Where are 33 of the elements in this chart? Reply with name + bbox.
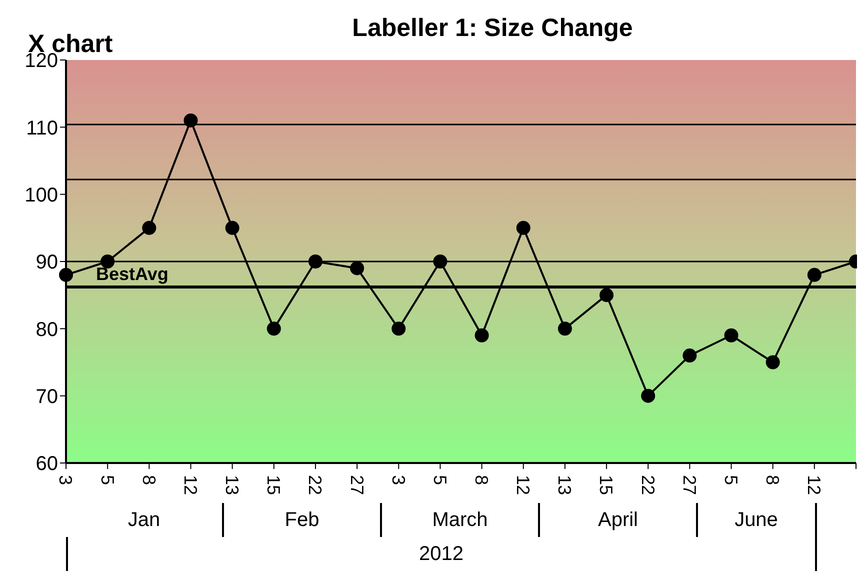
x-tick-label: 5 <box>720 475 741 486</box>
x-tick-label: 12 <box>804 475 824 496</box>
x-tick-label: 15 <box>264 475 284 496</box>
x-tick-label: 12 <box>513 475 534 496</box>
x-tick-label: 27 <box>679 475 700 496</box>
y-tick-label: 90 <box>36 252 58 274</box>
x-tick-label: 8 <box>138 475 159 486</box>
x-tick-label: 12 <box>180 475 200 496</box>
x-tick-label: 8 <box>471 475 492 486</box>
x-tick-label: 5 <box>430 475 450 486</box>
y-tick-label: 60 <box>36 453 58 476</box>
x-tick-label: 5 <box>97 475 118 486</box>
x-tick-label: 22 <box>638 475 658 496</box>
y-tick-label: 110 <box>26 117 58 140</box>
text: 2012 <box>66 537 816 571</box>
x-tick-label: 27 <box>346 475 367 496</box>
y-tick-label: 80 <box>36 318 58 341</box>
text: June <box>698 503 816 537</box>
x-tick-label: 13 <box>222 475 242 496</box>
x-tick-label: 13 <box>554 475 575 496</box>
y-tick-label: 70 <box>36 386 58 408</box>
x-tick-label: 3 <box>388 475 408 486</box>
x-tick-label: 8 <box>762 475 783 486</box>
chart-title: Labeller 1: Size Change <box>352 14 633 42</box>
ref-line-label: BestAvg <box>96 264 168 284</box>
text: March <box>382 503 540 537</box>
x-tick-label: 22 <box>305 475 326 496</box>
text: Jan <box>66 503 224 537</box>
x-tick-label: 3 <box>56 475 76 486</box>
text: April <box>540 503 698 537</box>
x-tick-label: 15 <box>596 475 616 496</box>
y-tick-label: 100 <box>24 184 58 206</box>
text: Feb <box>224 503 382 537</box>
